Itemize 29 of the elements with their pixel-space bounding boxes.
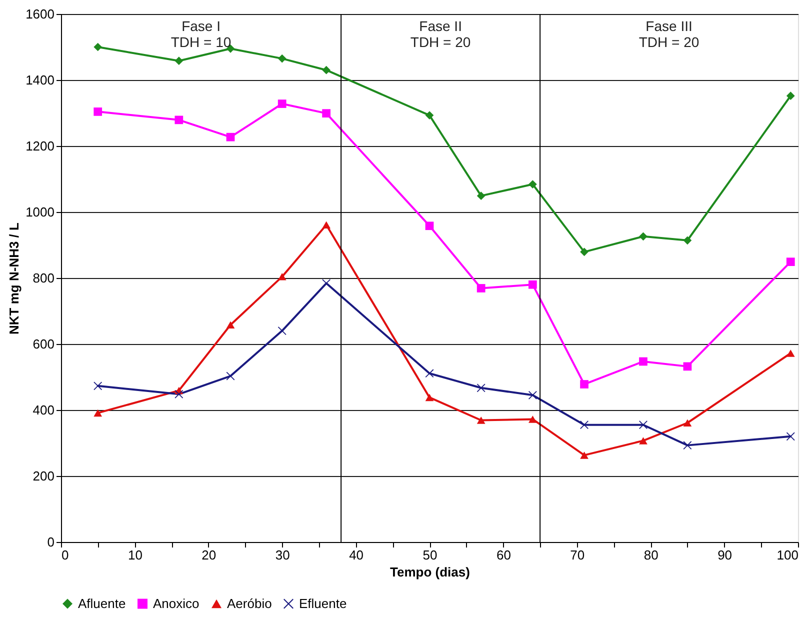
y-tick-label: 200	[32, 468, 54, 484]
y-tick-label: 1200	[26, 138, 54, 154]
y-tick-label: 0	[47, 534, 54, 550]
x-tick-label: 10	[128, 548, 142, 562]
legend-label: Efluente	[299, 596, 347, 611]
legend-label: Afluente	[78, 596, 126, 611]
x-tick-label: 100	[776, 548, 798, 562]
x-tick-label: 50	[422, 548, 438, 562]
y-tick-label: 800	[32, 270, 54, 286]
x-tick-label: 90	[718, 548, 732, 562]
annotation: Fase III TDH = 20	[638, 18, 700, 50]
x-tick-label: 20	[202, 548, 216, 562]
legend-label: Anoxico	[153, 596, 200, 611]
x-tick-label: 40	[349, 548, 364, 562]
x-axis-title: Tempo (dias)	[390, 564, 470, 580]
y-axis-title: NKT mg N-NH3 / L	[6, 222, 22, 334]
annotation: Fase I TDH = 10	[170, 18, 232, 50]
x-tick-label: 30	[275, 548, 290, 562]
legend-label: Aeróbio	[227, 596, 272, 611]
x-tick-label: 0	[62, 548, 69, 562]
y-tick-label: 1000	[26, 204, 54, 220]
y-tick-label: 400	[32, 402, 54, 418]
annotation: Fase II TDH = 20	[410, 18, 471, 50]
x-tick-label: 70	[570, 548, 585, 562]
x-tick-label: 60	[496, 548, 511, 562]
y-tick-label: 1400	[26, 72, 54, 88]
y-tick-label: 1600	[26, 6, 54, 22]
y-tick-label: 600	[32, 336, 54, 352]
x-tick-label: 80	[644, 548, 658, 562]
